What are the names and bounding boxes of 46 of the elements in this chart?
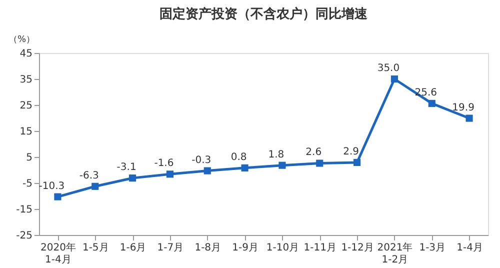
chart-title: 固定资产投资（不含农户）同比增速 [160,6,368,22]
y-tick-label: 15 [20,126,32,138]
x-tick-label: 1-7月 [157,242,184,254]
y-tick-label: 45 [20,48,32,60]
point [166,170,174,178]
x-tick-label: 1-9月 [232,242,258,254]
x-tick-label: 1-6月 [120,242,146,254]
y-tick-label: 5 [26,152,32,164]
y-tick-label: 25 [20,100,32,112]
point [354,158,361,166]
data-label: 0.8 [230,152,247,163]
point [466,114,473,122]
data-label: 19.9 [452,102,474,114]
y-tick-label: 35 [20,74,32,86]
y-tick-label: -25 [16,230,32,242]
x-tick-label: 1-11月 [304,242,336,254]
point [129,174,136,182]
point [390,75,398,83]
point [428,100,436,107]
point [54,193,62,200]
data-label: -0.3 [192,154,212,166]
point [204,167,211,174]
data-label: -3.1 [116,162,136,174]
point [278,162,286,169]
x-tick-label: 1-5月 [82,242,109,254]
data-label: -6.3 [79,170,99,182]
point [241,164,248,172]
data-label: 25.6 [414,87,438,98]
x-tick-label: 1-3月 [419,242,446,254]
data-label: -10.3 [38,180,65,192]
x-tick-label: 1-8月 [194,242,222,254]
point [92,182,99,190]
x-tick-label: 1-10月 [266,242,300,254]
x-tick-label: 1-12月 [341,242,374,254]
data-label: 2.9 [343,146,359,158]
data-label: 2.6 [306,147,322,158]
y-axis-title: （%） [8,35,35,45]
x-tick-label: 1-4月 [456,242,483,254]
y-tick-label: -5 [22,178,32,190]
data-label: 35.0 [377,63,400,74]
data-label: 1.8 [268,149,284,160]
data-label: -1.6 [154,158,174,170]
x-tick-label: 2020年 1-4月 [40,242,76,266]
point [316,160,324,167]
y-tick-label: -15 [16,204,32,216]
x-tick-label: 2021年 1-2月 [377,242,413,266]
